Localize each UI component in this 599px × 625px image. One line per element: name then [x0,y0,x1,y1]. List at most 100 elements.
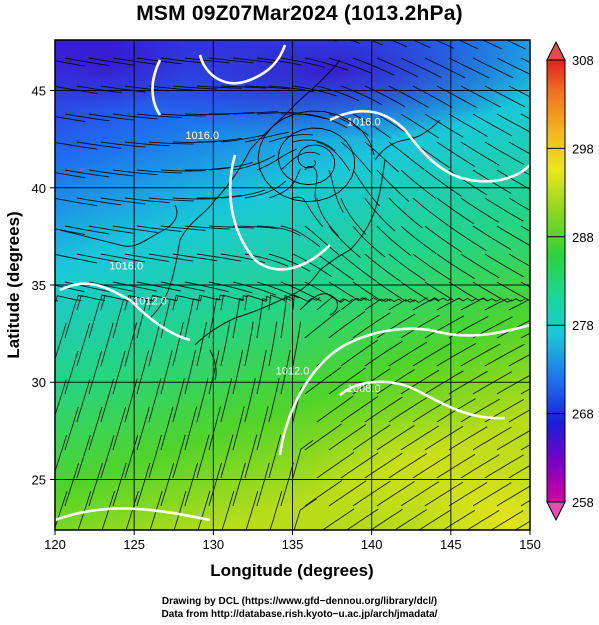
streamline [316,197,340,237]
streamline [436,453,476,479]
streamline [364,141,399,173]
streamline [197,490,211,530]
streamline [88,113,134,121]
streamline [136,462,151,507]
isobar-label: 1016.0 [109,260,143,272]
streamline [508,464,530,479]
streamline [484,253,524,278]
streamline [64,463,80,507]
streamline [172,322,184,367]
streamline [101,30,145,38]
streamline [268,294,295,311]
streamline [472,482,512,507]
streamline [352,480,391,507]
streamline [484,85,526,108]
streamline [220,294,249,311]
streamline [316,141,351,172]
streamline [388,397,427,423]
streamline [292,294,321,311]
streamline [220,321,231,367]
streamline [376,481,415,507]
streamline [268,168,301,199]
streamline [197,30,242,37]
streamline [496,430,530,451]
streamline [304,480,343,507]
streamline [124,141,170,147]
streamline [400,225,437,255]
streamline [400,369,440,395]
streamline [520,225,530,232]
streamline [352,113,391,139]
streamline [160,462,175,507]
streamline [112,350,126,395]
streamline [448,370,488,395]
streamline [196,194,242,199]
streamline [244,378,256,423]
streamline [400,425,440,451]
streamline [196,137,242,143]
streamline [436,253,475,279]
streamline [244,294,272,311]
y-tick-label: 25 [32,472,46,487]
streamline [172,85,218,90]
streamline [484,197,524,222]
streamline [472,57,514,79]
streamline [256,148,297,171]
streamline [364,340,403,367]
streamline [460,197,499,223]
streamline [328,480,367,507]
streamline [55,197,98,207]
streamline [424,169,462,197]
streamline [484,454,524,479]
streamline [352,312,391,339]
streamline [232,111,278,115]
streamline [55,284,85,293]
streamline [268,378,280,423]
streamline [196,294,226,311]
streamline [520,332,530,339]
streamline [112,462,127,507]
streamline [292,321,302,367]
streamline [472,113,513,137]
streamline [376,281,415,302]
streamline [292,253,332,277]
streamline [472,426,512,451]
streamline [400,314,440,339]
streamline [316,395,354,423]
streamline [148,322,161,367]
streamline [55,172,86,179]
streamline [136,350,150,395]
streamline [508,253,530,267]
streamline [533,511,572,534]
streamline [328,310,366,339]
streamline [125,30,169,37]
streamline [304,225,340,256]
streamline [232,462,246,507]
streamline [520,444,530,451]
streamline [496,57,530,75]
streamline [508,141,530,155]
streamline [160,225,206,231]
streamline [434,40,455,49]
streamline [55,141,98,150]
streamline [268,321,278,367]
streamline [340,396,379,423]
wind-streamlines [55,30,572,534]
streamline [412,197,449,226]
streamline [520,500,530,507]
streamline [220,134,266,143]
streamline [232,298,245,339]
streamline [232,154,276,171]
streamline [184,281,229,293]
streamline [436,343,477,367]
streamline [232,406,245,451]
streamline [269,490,283,530]
streamline [268,85,314,93]
streamline [124,434,139,479]
streamline [148,434,162,479]
streamline [184,166,230,171]
colorbar-tick-label: 278 [572,318,594,333]
streamline [316,452,355,479]
streamline [328,57,372,74]
